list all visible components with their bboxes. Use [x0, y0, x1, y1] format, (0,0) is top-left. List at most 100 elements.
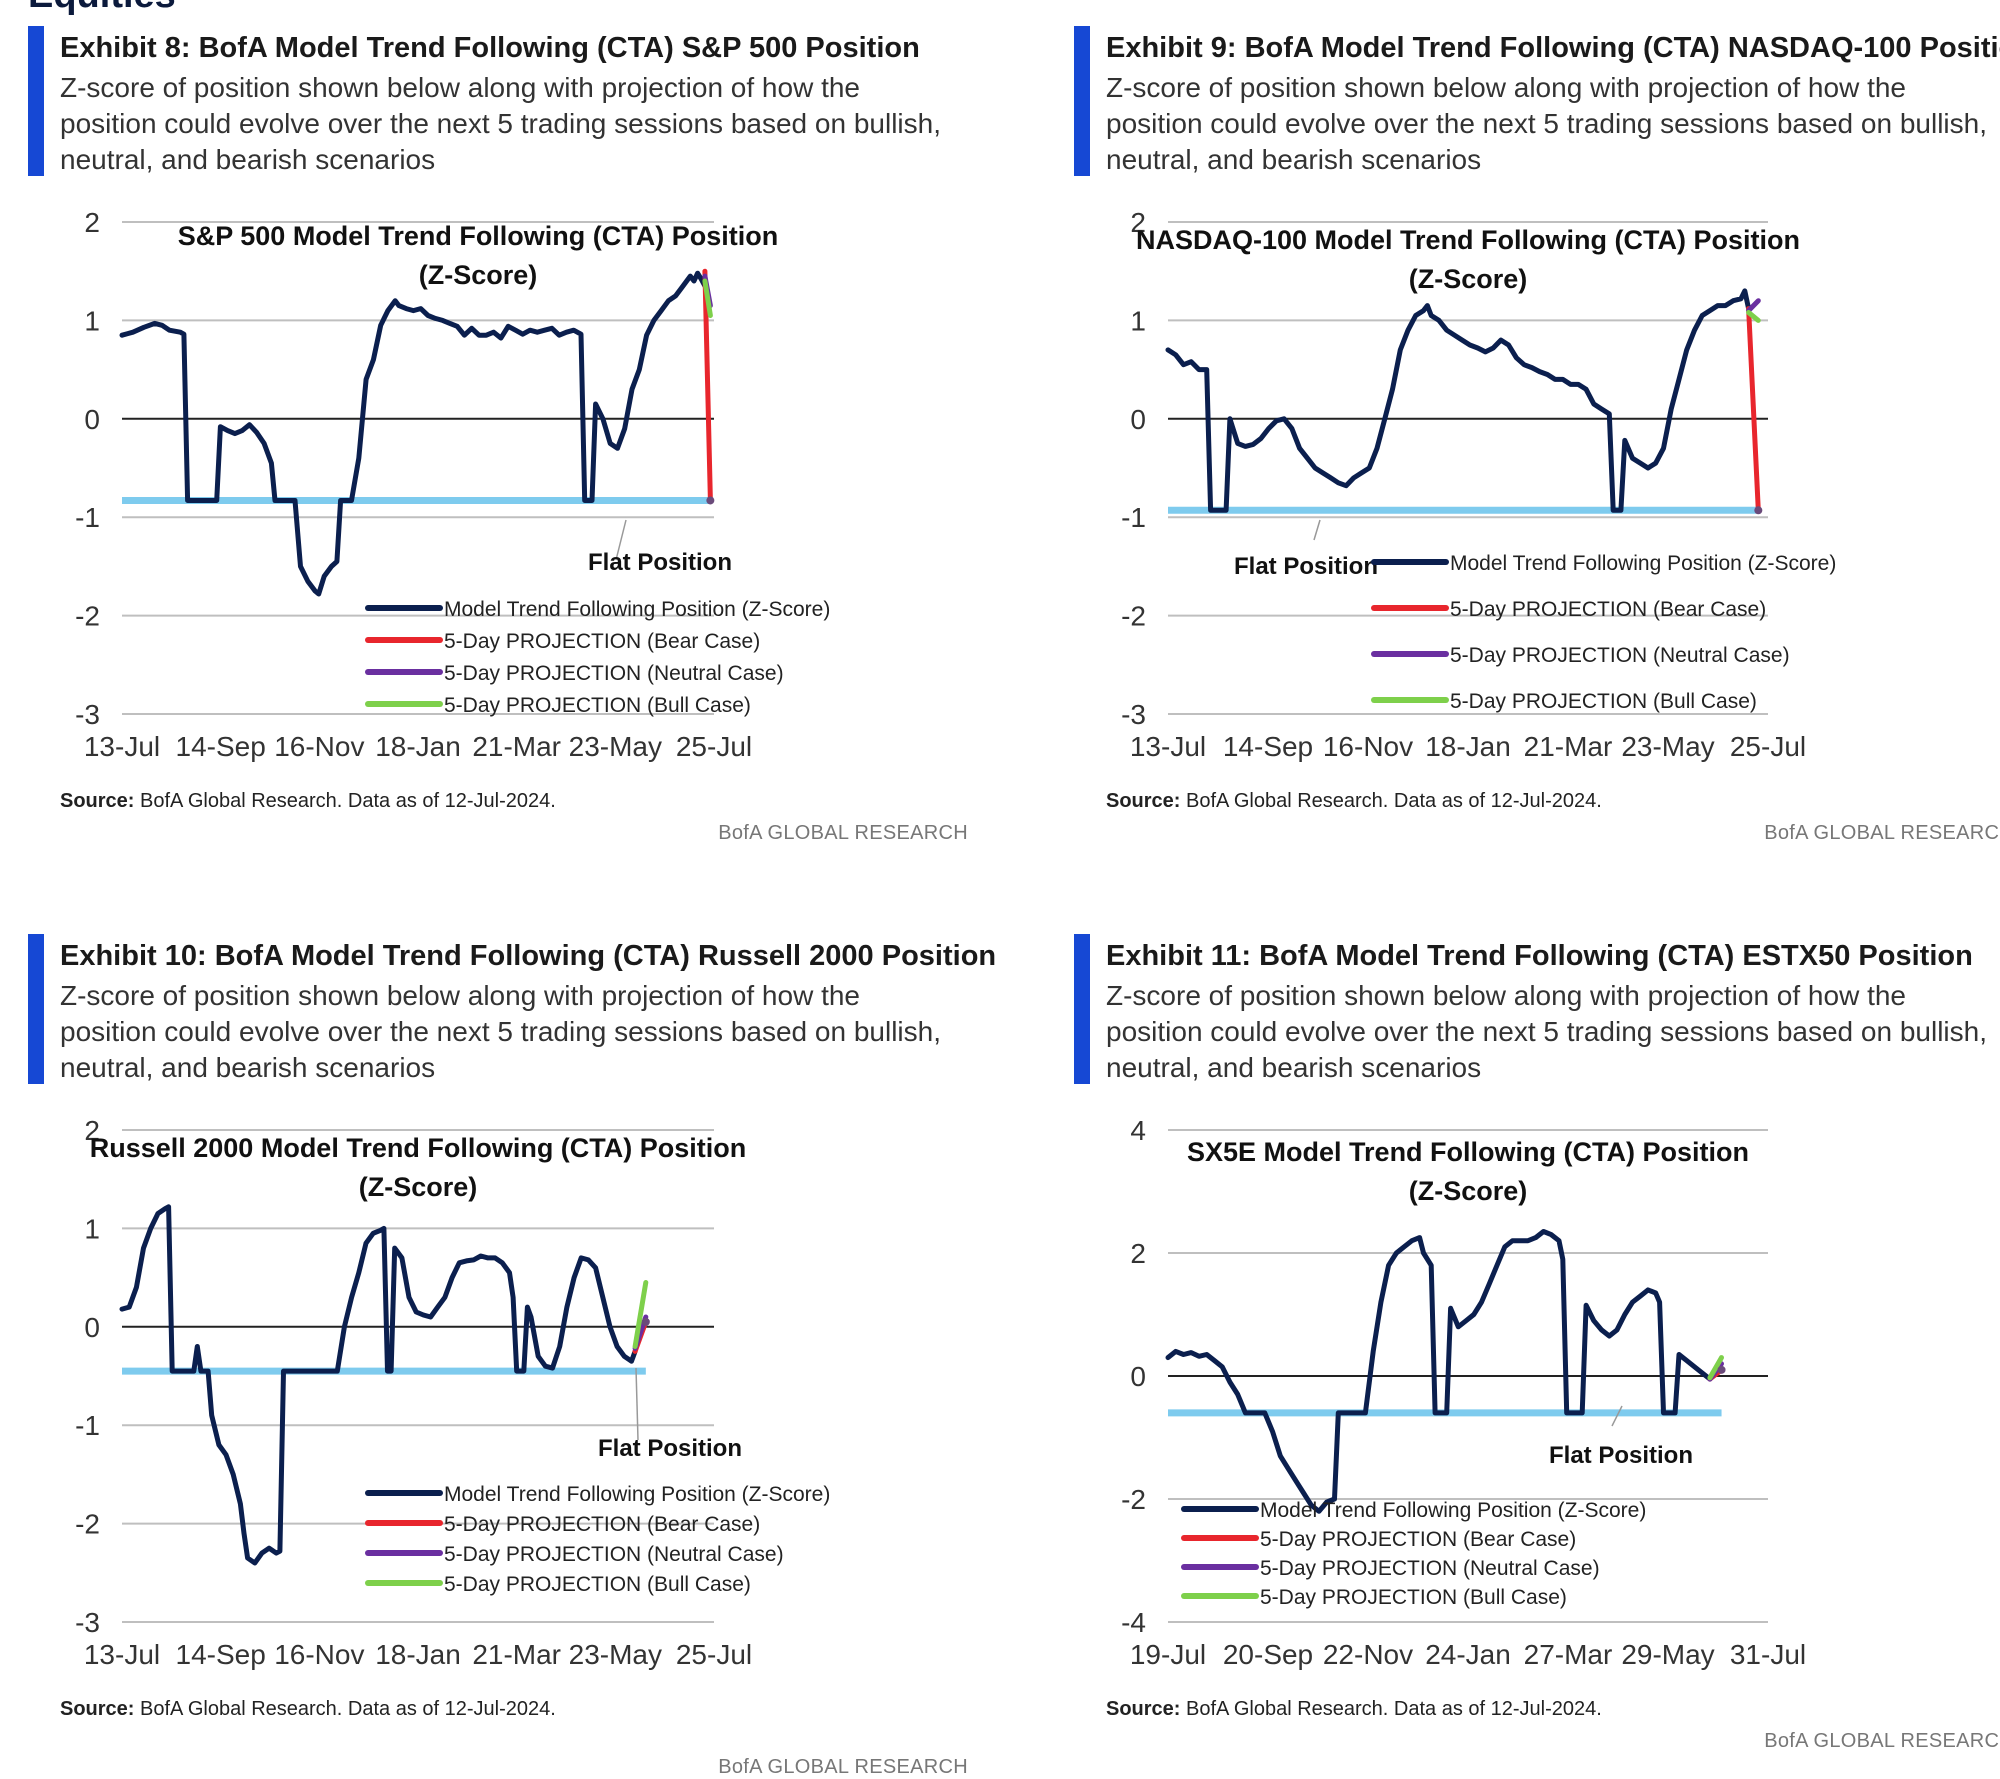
accent-bar: [1074, 26, 1090, 176]
flat-position-label: Flat Position: [1234, 553, 1378, 580]
exhibit-subtitle: Z-score of position shown below along wi…: [1106, 980, 1987, 1083]
model-series-line: [119, 270, 708, 597]
y-tick-label: -2: [75, 1509, 100, 1540]
legend-label: 5-Day PROJECTION (Bear Case): [1260, 1528, 1576, 1551]
source-note: Source: BofA Global Research. Data as of…: [1106, 1698, 1602, 1720]
projection-end-marker: [706, 496, 715, 505]
flat-position-leader: [635, 1367, 639, 1441]
chart-title: S&P 500 Model Trend Following (CTA) Posi…: [178, 221, 779, 251]
y-tick-label: 2: [84, 1115, 100, 1146]
flat-position-leader: [1611, 1405, 1623, 1427]
flat-position-label: Flat Position: [598, 1435, 742, 1462]
x-tick-label: 13-Jul: [1130, 731, 1206, 762]
model-series-line: [1165, 288, 1752, 513]
legend-label: 5-Day PROJECTION (Bear Case): [1450, 598, 1766, 621]
x-tick-label: 23-May: [569, 1639, 662, 1670]
chart-title-line2: (Z-Score): [359, 1172, 478, 1202]
section-heading: Equities: [28, 0, 176, 17]
x-tick-label: 21-Mar: [472, 1639, 561, 1670]
x-tick-label: 14-Sep: [176, 1639, 266, 1670]
neutral-series-line: [1746, 298, 1761, 314]
x-tick-label: 23-May: [569, 731, 662, 762]
brand-label: BofA GLOBAL RESEARCH: [718, 822, 968, 844]
x-tick-label: 18-Jan: [1425, 731, 1511, 762]
x-tick-label: 16-Nov: [274, 731, 364, 762]
x-tick-label: 18-Jan: [375, 1639, 461, 1670]
source-note: Source: BofA Global Research. Data as of…: [1106, 790, 1602, 812]
x-tick-label: 31-Jul: [1730, 1639, 1806, 1670]
flat-position-leader: [1313, 519, 1321, 541]
bull-series-line: [1707, 1355, 1724, 1381]
exhibit-subtitle: Z-score of position shown below along wi…: [60, 980, 941, 1083]
model-series-line: [119, 1204, 638, 1566]
accent-bar: [1074, 934, 1090, 1084]
x-tick-label: 21-Mar: [1524, 731, 1613, 762]
exhibit-panel-russell2000: Exhibit 10: BofA Model Trend Following (…: [28, 918, 996, 1778]
x-tick-label: 20-Sep: [1223, 1639, 1313, 1670]
chart-nasdaq100: 2 1 0 -1 -2 -313-Jul 14-Sep 16-Nov 18-Jan 21-Mar 2…: [1121, 207, 1836, 762]
exhibit-title: Exhibit 10: BofA Model Trend Following (…: [60, 940, 997, 972]
y-tick-label: 0: [84, 1312, 100, 1343]
accent-bar: [28, 934, 44, 1084]
projection-end-marker: [1717, 1365, 1726, 1374]
exhibit-subtitle: Z-score of position shown below along wi…: [60, 72, 941, 175]
projection-end-marker: [1754, 506, 1763, 515]
x-tick-label: 29-May: [1621, 1639, 1714, 1670]
legend-label: Model Trend Following Position (Z-Score): [1260, 1499, 1646, 1522]
x-tick-label: 13-Jul: [84, 731, 160, 762]
x-tick-label: 25-Jul: [1730, 731, 1806, 762]
y-tick-label: -1: [75, 502, 100, 533]
x-tick-label: 21-Mar: [472, 731, 561, 762]
brand-label: BofA GLOBAL RESEARCH: [1764, 822, 2000, 844]
y-tick-label: -4: [1121, 1607, 1146, 1638]
y-tick-label: 2: [1130, 1238, 1146, 1269]
y-tick-label: 1: [1130, 305, 1146, 336]
bull-series-line: [632, 1280, 649, 1349]
source-note: Source: BofA Global Research. Data as of…: [60, 790, 556, 812]
chart-title-line2: (Z-Score): [1409, 1176, 1528, 1206]
chart-title: NASDAQ-100 Model Trend Following (CTA) P…: [1136, 225, 1800, 255]
y-tick-label: -1: [1121, 502, 1146, 533]
y-tick-label: -3: [1121, 699, 1146, 730]
y-tick-label: 4: [1130, 1115, 1146, 1146]
x-tick-label: 14-Sep: [1223, 731, 1313, 762]
y-tick-label: 0: [1130, 1361, 1146, 1392]
x-tick-label: 23-May: [1621, 731, 1714, 762]
bull-series-line: [702, 278, 713, 318]
y-tick-label: -2: [75, 601, 100, 632]
y-tick-label: -3: [75, 1607, 100, 1638]
y-tick-label: 0: [84, 404, 100, 435]
y-tick-label: 1: [84, 1213, 100, 1244]
flat-position-label: Flat Position: [588, 549, 732, 576]
x-tick-label: 13-Jul: [84, 1639, 160, 1670]
legend-label: 5-Day PROJECTION (Bear Case): [444, 1513, 760, 1536]
bull-series-line: [1746, 310, 1761, 323]
y-tick-label: -3: [75, 699, 100, 730]
legend-label: 5-Day PROJECTION (Bull Case): [1450, 690, 1757, 713]
chart-title: Russell 2000 Model Trend Following (CTA)…: [90, 1133, 747, 1163]
x-tick-label: 16-Nov: [1323, 731, 1413, 762]
bear-series-line: [702, 268, 713, 503]
brand-label: BofA GLOBAL RESEARCH: [1764, 1730, 2000, 1752]
x-tick-label: 24-Jan: [1425, 1639, 1511, 1670]
chart-estx50: 4 2 0 -2 -419-Jul 20-Sep 22-Nov 24-Jan 27-Mar 29-…: [1121, 1115, 1806, 1670]
x-tick-label: 22-Nov: [1323, 1639, 1413, 1670]
exhibit-title: Exhibit 8: BofA Model Trend Following (C…: [60, 32, 920, 64]
legend-label: Model Trend Following Position (Z-Score): [444, 598, 830, 621]
exhibit-subtitle: Z-score of position shown below along wi…: [1106, 72, 1987, 175]
legend-label: 5-Day PROJECTION (Neutral Case): [444, 1543, 784, 1566]
brand-label: BofA GLOBAL RESEARCH: [718, 1756, 968, 1778]
source-note: Source: BofA Global Research. Data as of…: [60, 1698, 556, 1720]
y-tick-label: -1: [75, 1410, 100, 1441]
legend-label: Model Trend Following Position (Z-Score): [444, 1483, 830, 1506]
legend-label: 5-Day PROJECTION (Bull Case): [444, 694, 751, 717]
legend-label: 5-Day PROJECTION (Bear Case): [444, 630, 760, 653]
y-tick-label: 2: [84, 207, 100, 238]
projection-end-marker: [641, 1317, 650, 1326]
x-tick-label: 18-Jan: [375, 731, 461, 762]
chart-russell2000: 2 1 0 -1 -2 -313-Jul 14-Sep 16-Nov 18-Jan 21-Mar 2…: [75, 1115, 830, 1670]
flat-position-label: Flat Position: [1549, 1442, 1693, 1469]
exhibit-panel-estx50: Exhibit 11: BofA Model Trend Following (…: [1074, 918, 2000, 1778]
y-tick-label: 2: [1130, 207, 1146, 238]
flat-position-leader: [615, 519, 627, 561]
